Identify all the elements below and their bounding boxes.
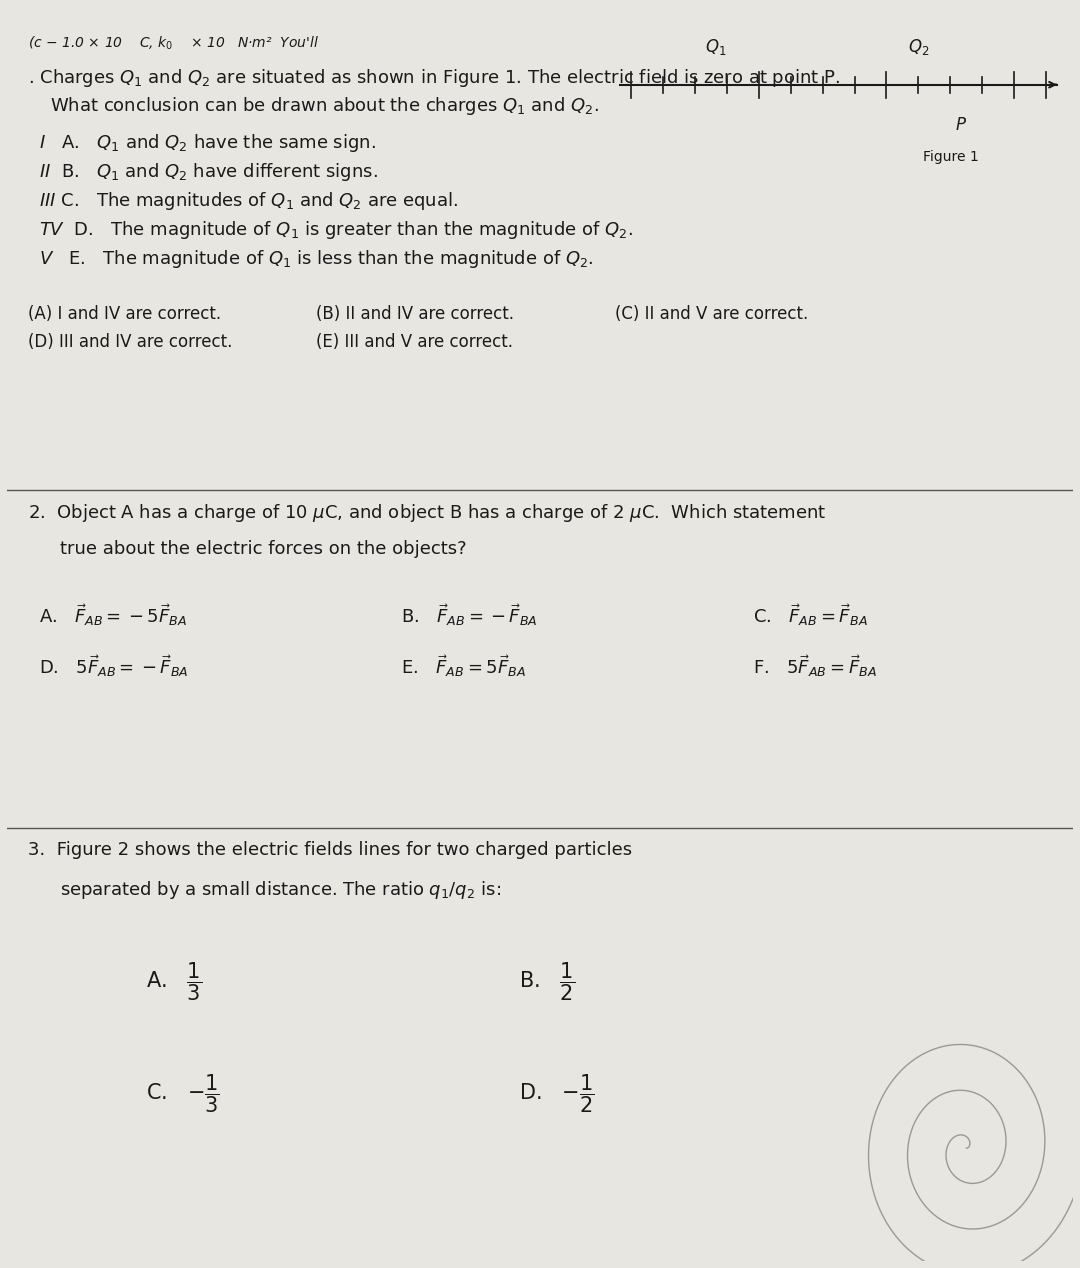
Text: (C) II and V are correct.: (C) II and V are correct. xyxy=(615,306,808,323)
Text: (D) III and IV are correct.: (D) III and IV are correct. xyxy=(28,333,232,351)
Text: $P$: $P$ xyxy=(955,117,967,134)
Text: B.   $\dfrac{1}{2}$: B. $\dfrac{1}{2}$ xyxy=(518,960,575,1003)
Text: $\mathit{II}$  B.   $Q_1$ and $Q_2$ have different signs.: $\mathit{II}$ B. $Q_1$ and $Q_2$ have di… xyxy=(39,161,378,183)
Text: (A) I and IV are correct.: (A) I and IV are correct. xyxy=(28,306,221,323)
Text: (c $-$ 1.0 $\times$ 10    C, k$_0$    $\times$ 10   N·m²  You'll: (c $-$ 1.0 $\times$ 10 C, k$_0$ $\times$… xyxy=(28,34,320,52)
Text: $Q_2$: $Q_2$ xyxy=(908,37,929,57)
Text: What conclusion can be drawn about the charges $Q_1$ and $Q_2$.: What conclusion can be drawn about the c… xyxy=(50,95,598,117)
Text: $\mathit{V}$   E.   The magnitude of $Q_1$ is less than the magnitude of $Q_2$.: $\mathit{V}$ E. The magnitude of $Q_1$ i… xyxy=(39,247,594,270)
Text: $\mathit{TV}$  D.   The magnitude of $Q_1$ is greater than the magnitude of $Q_2: $\mathit{TV}$ D. The magnitude of $Q_1$ … xyxy=(39,219,633,241)
Text: $\mathit{III}$ C.   The magnitudes of $Q_1$ and $Q_2$ are equal.: $\mathit{III}$ C. The magnitudes of $Q_1… xyxy=(39,190,458,212)
Text: separated by a small distance. The ratio $q_1/q_2$ is:: separated by a small distance. The ratio… xyxy=(60,879,501,900)
Text: 3.  Figure 2 shows the electric fields lines for two charged particles: 3. Figure 2 shows the electric fields li… xyxy=(28,841,633,858)
Text: $\mathit{I}$   A.   $Q_1$ and $Q_2$ have the same sign.: $\mathit{I}$ A. $Q_1$ and $Q_2$ have the… xyxy=(39,132,376,155)
Text: E.   $\vec{F}_{AB} = 5\vec{F}_{BA}$: E. $\vec{F}_{AB} = 5\vec{F}_{BA}$ xyxy=(402,653,526,678)
Text: A.   $\vec{F}_{AB} = -5\vec{F}_{BA}$: A. $\vec{F}_{AB} = -5\vec{F}_{BA}$ xyxy=(39,602,187,629)
Text: 2.  Object A has a charge of 10 $\mu$C, and object B has a charge of 2 $\mu$C.  : 2. Object A has a charge of 10 $\mu$C, a… xyxy=(28,502,826,525)
Text: C.   $-\dfrac{1}{3}$: C. $-\dfrac{1}{3}$ xyxy=(146,1073,219,1116)
Text: Figure 1: Figure 1 xyxy=(922,150,978,164)
Text: $Q_1$: $Q_1$ xyxy=(705,37,727,57)
Text: D.   $5\vec{F}_{AB} = -\vec{F}_{BA}$: D. $5\vec{F}_{AB} = -\vec{F}_{BA}$ xyxy=(39,653,189,678)
Text: C.   $\vec{F}_{AB} = \vec{F}_{BA}$: C. $\vec{F}_{AB} = \vec{F}_{BA}$ xyxy=(753,602,868,629)
Text: (E) III and V are correct.: (E) III and V are correct. xyxy=(316,333,513,351)
Text: true about the electric forces on the objects?: true about the electric forces on the ob… xyxy=(60,540,467,558)
Text: A.   $\dfrac{1}{3}$: A. $\dfrac{1}{3}$ xyxy=(146,960,202,1003)
Text: D.   $-\dfrac{1}{2}$: D. $-\dfrac{1}{2}$ xyxy=(518,1073,594,1116)
Text: F.   $5\vec{F}_{AB} = \vec{F}_{BA}$: F. $5\vec{F}_{AB} = \vec{F}_{BA}$ xyxy=(753,653,877,678)
Text: . Charges $Q_1$ and $Q_2$ are situated as shown in Figure 1. The electric field : . Charges $Q_1$ and $Q_2$ are situated a… xyxy=(28,67,840,89)
Text: (B) II and IV are correct.: (B) II and IV are correct. xyxy=(316,306,514,323)
Text: B.   $\vec{F}_{AB} = -\vec{F}_{BA}$: B. $\vec{F}_{AB} = -\vec{F}_{BA}$ xyxy=(402,602,538,629)
